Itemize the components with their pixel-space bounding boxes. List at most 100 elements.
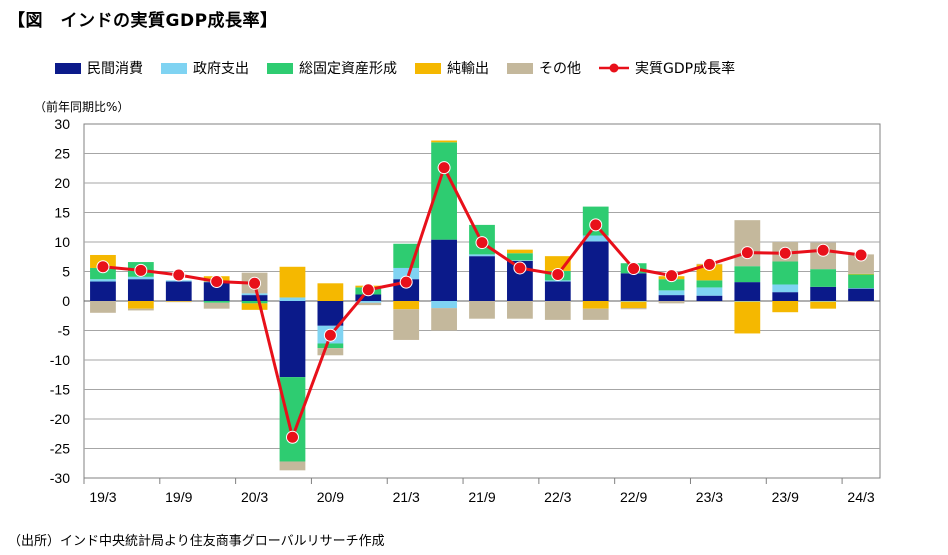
bar-segment-2 [431,301,457,309]
bar-segment-2 [620,301,647,302]
bar-segment-4 [696,264,723,281]
bar-segment-1 [772,292,799,301]
gdp-growth-point [248,276,262,290]
y-tick-label: -15 [50,382,70,398]
bar-segment-2 [848,288,874,289]
x-tick-label: 22/9 [620,489,647,505]
gdp-growth-chart: 30 25 20 15 10 5 0 -5 -10 -15 -20 -25 -30 19/3 19/9 20/… [50,116,881,505]
bar-segment-2 [734,301,761,302]
bar-segment-2 [393,267,420,280]
bar-segment-1 [279,301,306,378]
bar-segment-5 [544,301,571,320]
y-tick-label: 10 [54,234,70,250]
legend-swatch [415,62,441,74]
bar-segment-4 [620,301,647,309]
bar-segment-2 [241,293,268,296]
bar-segment-2 [772,284,799,293]
bar-segment-5 [279,461,306,471]
gdp-growth-point [778,246,792,260]
bar-segment-3 [241,301,268,304]
gdp-growth-point [475,236,489,250]
gdp-growth-point [665,269,679,283]
legend-swatch [507,62,533,74]
bar-segment-1 [355,294,382,301]
gdp-growth-point [816,243,830,257]
bar-segment-5 [90,301,116,313]
legend-label: 純輸出 [447,61,489,77]
bar-segment-5 [203,302,230,309]
gdp-growth-point [134,263,148,277]
y-tick-label: -25 [50,441,70,457]
y-tick-label: 25 [54,146,70,162]
bar-segment-1 [696,295,723,301]
y-tick-label: 20 [54,175,70,191]
bar-segment-2 [279,297,306,301]
bar-segment-2 [810,301,837,302]
y-tick-label: -20 [50,411,70,427]
bar-segment-4 [241,303,268,310]
bar-segment-3 [696,280,723,288]
bar-segment-2 [127,276,154,280]
bar-segment-4 [772,301,799,313]
bar-segment-1 [658,295,685,301]
bar-segment-1 [431,239,457,301]
bar-segment-2 [582,235,609,242]
bar-segment-4 [431,140,457,143]
gdp-growth-point [96,260,110,274]
gdp-growth-point [702,257,716,271]
gdp-growth-point [399,275,413,289]
bar-segment-4 [848,273,874,275]
legend-item-government-spending: 政府支出 [161,58,249,78]
bar-segment-3 [507,253,533,261]
x-tick-label: 20/9 [317,489,344,505]
legend-label: 総固定資産形成 [299,61,397,77]
bar-segment-4 [810,301,837,309]
gdp-growth-point [437,161,451,175]
gdp-growth-point [210,275,224,289]
bar-segment-5 [507,301,533,319]
y-tick-label: -5 [58,323,71,339]
legend-line-marker-icon [599,63,629,73]
bar-segment-4 [507,249,533,254]
bar-segment-2 [355,301,382,303]
bar-segment-5 [620,308,647,310]
bar-segment-5 [734,220,761,267]
bar-segment-5 [317,348,344,356]
bar-segment-4 [582,301,609,309]
legend-label: 実質GDP成長率 [635,61,736,77]
bar-segment-2 [696,287,723,296]
legend-item-fixed-capital: 総固定資産形成 [267,58,397,78]
gdp-growth-point [854,248,868,262]
legend-item-private-consumption: 民間消費 [55,58,143,78]
bar-segment-1 [90,281,116,301]
y-axis-unit-label: （前年同期比%） [34,100,130,114]
bar-segment-2 [469,254,495,257]
gdp-growth-point [285,430,299,444]
gdp-growth-point [589,218,603,232]
bar-segment-5 [165,301,192,303]
x-tick-label: 22/3 [544,489,571,505]
bar-segment-1 [127,279,154,301]
bar-segment-3 [279,377,306,462]
bar-segment-2 [507,260,533,261]
x-tick-label: 21/9 [468,489,495,505]
bar-segment-1 [544,281,571,301]
bar-segment-5 [355,302,382,306]
y-tick-label: 5 [62,264,70,280]
y-tick-label: 15 [54,205,70,221]
bar-segment-4 [734,301,761,334]
x-tick-label: 19/9 [165,489,192,505]
gdp-growth-point [361,283,375,297]
bar-segment-1 [469,256,495,301]
bar-segment-5 [127,308,154,311]
bar-segment-4 [393,301,420,310]
bar-segment-1 [620,273,647,301]
x-tick-label: 20/3 [241,489,268,505]
legend-item-other: その他 [507,58,581,78]
bar-segment-1 [241,295,268,301]
y-tick-label: 0 [62,293,70,309]
legend-label: 政府支出 [193,61,249,77]
bar-segment-5 [848,254,874,274]
bar-segment-2 [658,290,685,296]
bar-segment-4 [279,266,306,298]
